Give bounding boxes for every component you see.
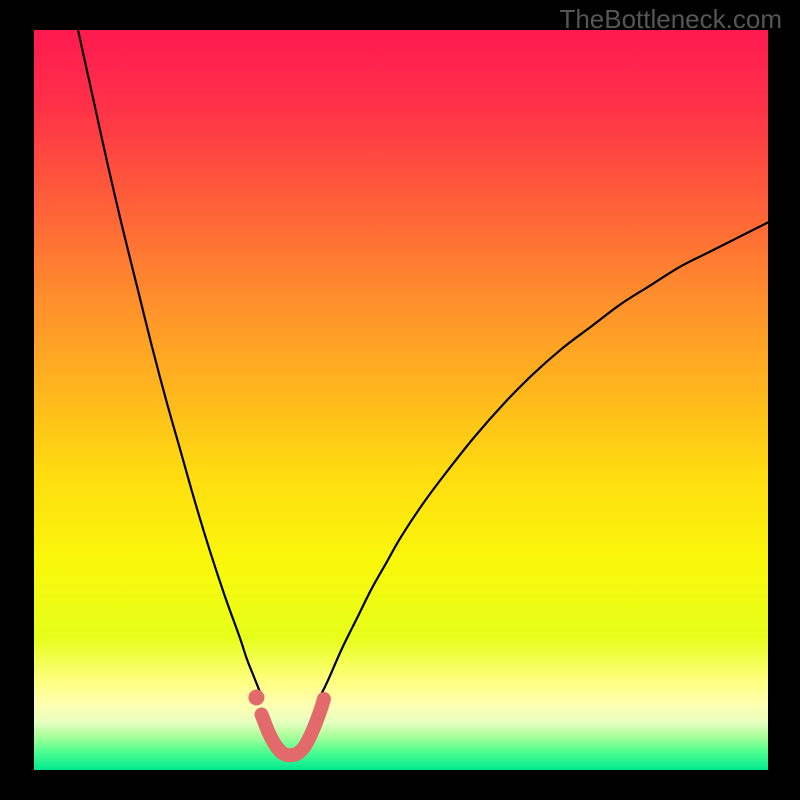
chart-frame: TheBottleneck.com	[0, 0, 800, 800]
gradient-background	[34, 30, 768, 770]
bottleneck-curve-chart	[34, 30, 768, 770]
watermark-text: TheBottleneck.com	[559, 4, 782, 35]
highlight-dot	[248, 689, 264, 705]
